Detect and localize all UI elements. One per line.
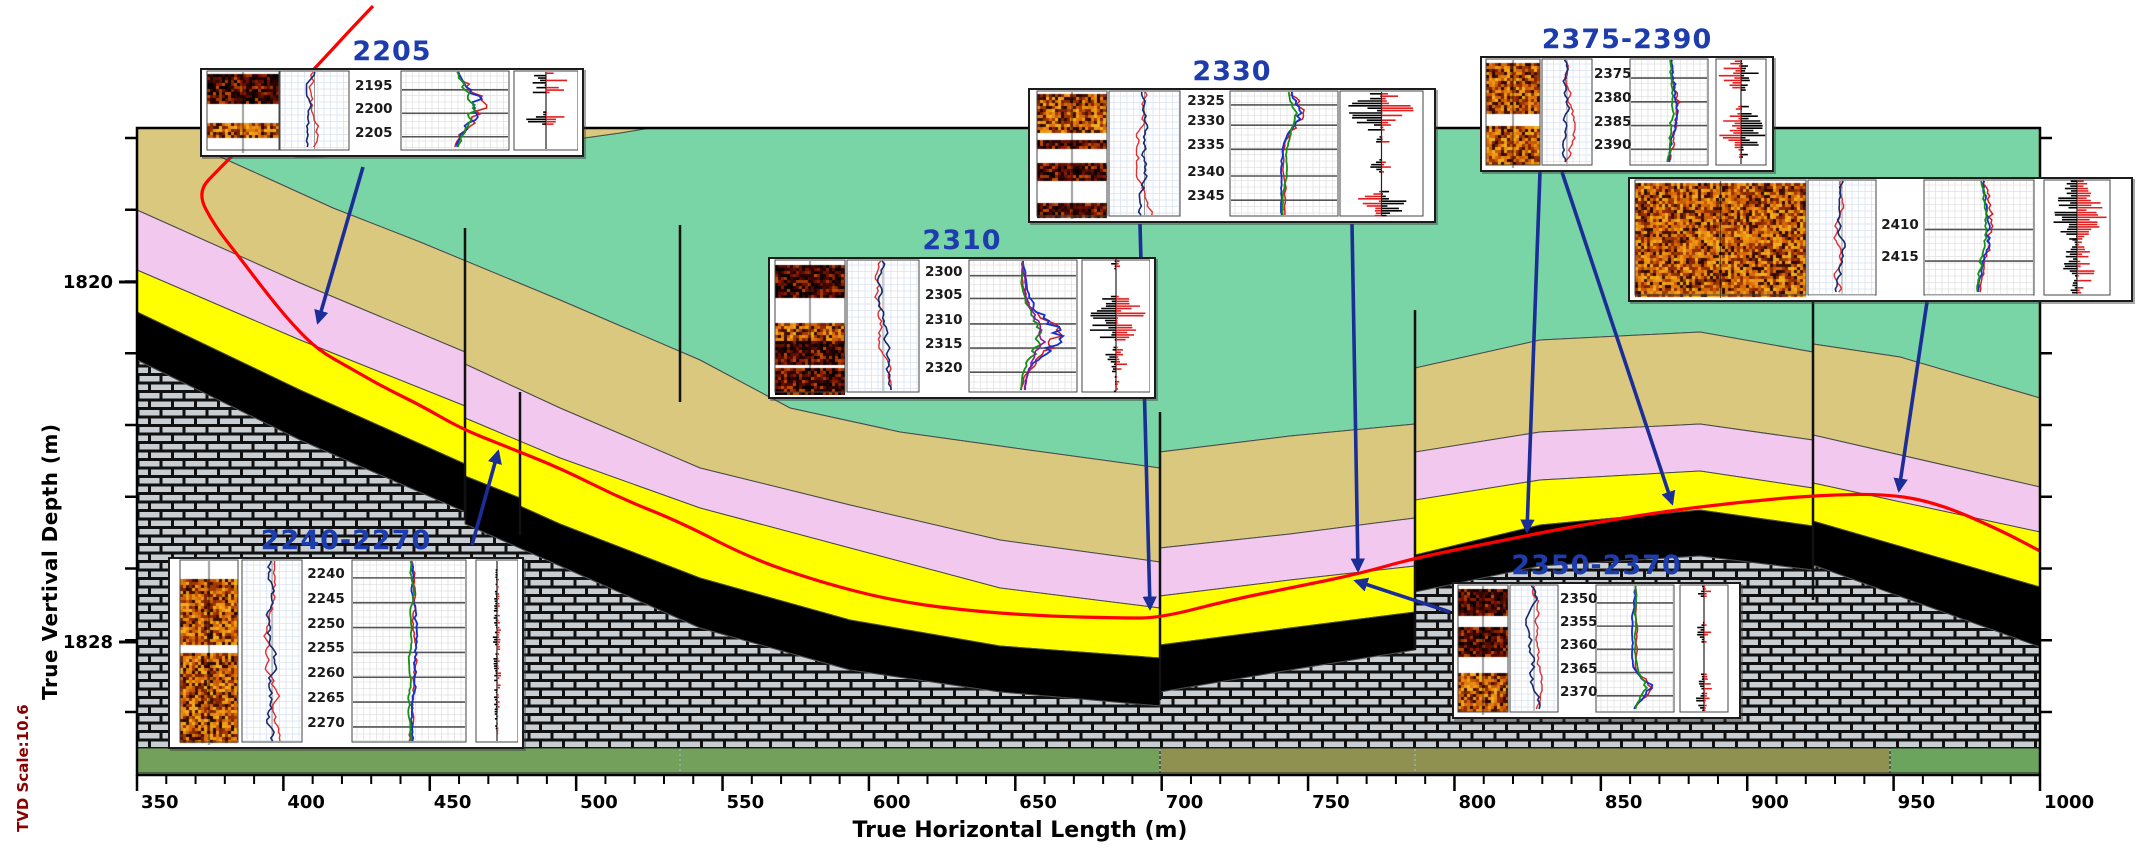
annotation-arrow — [1560, 171, 1676, 506]
depth-label: 2415 — [1881, 249, 1919, 266]
depth-label: 2310 — [925, 311, 963, 328]
depth-label: 2305 — [925, 286, 963, 303]
heatmap-track — [775, 261, 845, 395]
plot-frame: 350 400 450 500 550 600 650 700 750 800 850 900 950 1… — [63, 126, 2094, 813]
depth-label: 2360 — [1560, 637, 1598, 654]
log-panel-title: 2240-2270 — [260, 525, 432, 556]
depth-label: 2255 — [307, 640, 345, 657]
x-tick-label: 450 — [434, 792, 472, 813]
x-tick-label: 650 — [1019, 792, 1057, 813]
heatmap-track — [1458, 586, 1508, 715]
x-tick-label: 350 — [141, 792, 179, 813]
depth-label: 2315 — [925, 336, 963, 353]
x-tick-label: 750 — [1312, 792, 1350, 813]
annotation-arrow — [1353, 577, 1451, 614]
depth-label: 2350 — [1560, 590, 1598, 607]
depth-label: 2380 — [1594, 89, 1632, 106]
log-panel-2410: 2410 2415 — [1628, 177, 2133, 302]
depth-label: 2355 — [1560, 614, 1598, 631]
depth-label: 2365 — [1560, 660, 1598, 677]
log-panel-2375-2390: 2375-2390 2375 2380 2385 2390 — [1480, 24, 1774, 172]
log-panel-2205: 2205 2195 2200 2205 — [200, 36, 584, 157]
x-tick-label: 500 — [580, 792, 618, 813]
y-axis-title: True Vertival Depth (m) — [38, 423, 62, 700]
annotation-arrow — [1520, 171, 1542, 534]
heatmap-track — [180, 561, 238, 745]
depth-label: 2370 — [1560, 683, 1598, 700]
x-tick-label: 550 — [727, 792, 765, 813]
x-tick-label: 1000 — [2044, 792, 2094, 813]
log-tracks — [1457, 584, 1729, 713]
x-tick-label: 950 — [1898, 792, 1936, 813]
annotation-arrow — [470, 449, 502, 546]
basement-strip — [136, 747, 1161, 774]
y-tick-label: 1828 — [63, 632, 113, 653]
x-tick-label: 400 — [287, 792, 325, 813]
log-panel-title: 2330 — [1192, 56, 1272, 87]
y-tick-label: 1820 — [63, 272, 113, 293]
depth-label: 2195 — [355, 77, 393, 94]
x-tick-label: 600 — [873, 792, 911, 813]
x-tick-label: 850 — [1605, 792, 1643, 813]
depth-label: 2240 — [307, 565, 345, 582]
log-tracks — [1036, 90, 1424, 217]
heatmap-track — [1486, 60, 1540, 168]
tvd-scale-note: TVD Scale:10.6 — [14, 704, 32, 832]
log-panel-2350-2370: 2350-2370 2350 2355 2360 2365 2370 — [1452, 550, 1741, 719]
annotation-arrow — [1350, 223, 1365, 573]
log-tracks — [774, 259, 1150, 393]
depth-label: 2300 — [925, 263, 963, 280]
log-panel-2330: 2330 2325 2330 2335 2340 2345 — [1028, 56, 1436, 223]
log-panel-2240-2270: 2240-2270 2240 2245 2250 2255 2260 2265 2270 — [168, 525, 524, 749]
depth-label: 2250 — [307, 615, 345, 632]
depth-label: 2335 — [1187, 137, 1225, 154]
depth-label: 2410 — [1881, 217, 1919, 234]
depth-label: 2345 — [1187, 188, 1225, 205]
depth-label: 2330 — [1187, 113, 1225, 130]
annotation-arrow — [314, 166, 365, 325]
depth-label: 2260 — [307, 665, 345, 682]
depth-label: 2385 — [1594, 113, 1632, 130]
x-tick-label: 900 — [1751, 792, 1789, 813]
depth-label: 2270 — [307, 714, 345, 731]
x-axis-title: True Horizontal Length (m) — [852, 818, 1188, 843]
heatmap-track — [207, 72, 279, 153]
depth-label: 2205 — [355, 124, 393, 141]
wellbore-trajectory — [200, 4, 2041, 620]
basement-strip — [1159, 747, 1891, 774]
log-tracks — [1485, 58, 1767, 166]
depth-label: 2265 — [307, 690, 345, 707]
depth-label: 2245 — [307, 590, 345, 607]
depth-label: 2375 — [1594, 66, 1632, 83]
basement-strip — [1889, 747, 2041, 774]
depth-label: 2320 — [925, 360, 963, 377]
log-tracks — [1634, 179, 2111, 296]
heatmap-track — [1037, 92, 1107, 219]
log-tracks — [206, 70, 578, 151]
x-tick-label: 800 — [1458, 792, 1496, 813]
x-tick-label: 700 — [1166, 792, 1204, 813]
log-tracks — [179, 559, 518, 743]
annotation-arrow — [1893, 301, 1929, 493]
log-panel-title: 2205 — [352, 36, 432, 67]
log-panel-title: 2375-2390 — [1541, 24, 1713, 55]
log-panel-title: 2350-2370 — [1511, 550, 1682, 581]
depth-label: 2340 — [1187, 164, 1225, 180]
depth-label: 2325 — [1187, 92, 1225, 109]
depth-label: 2200 — [355, 101, 393, 118]
depth-label: 2390 — [1594, 137, 1632, 154]
log-panel-title: 2310 — [922, 225, 1002, 256]
heatmap-track — [1635, 181, 1806, 298]
log-panel-2310: 2310 2300 2305 2310 2315 2320 — [768, 225, 1156, 399]
